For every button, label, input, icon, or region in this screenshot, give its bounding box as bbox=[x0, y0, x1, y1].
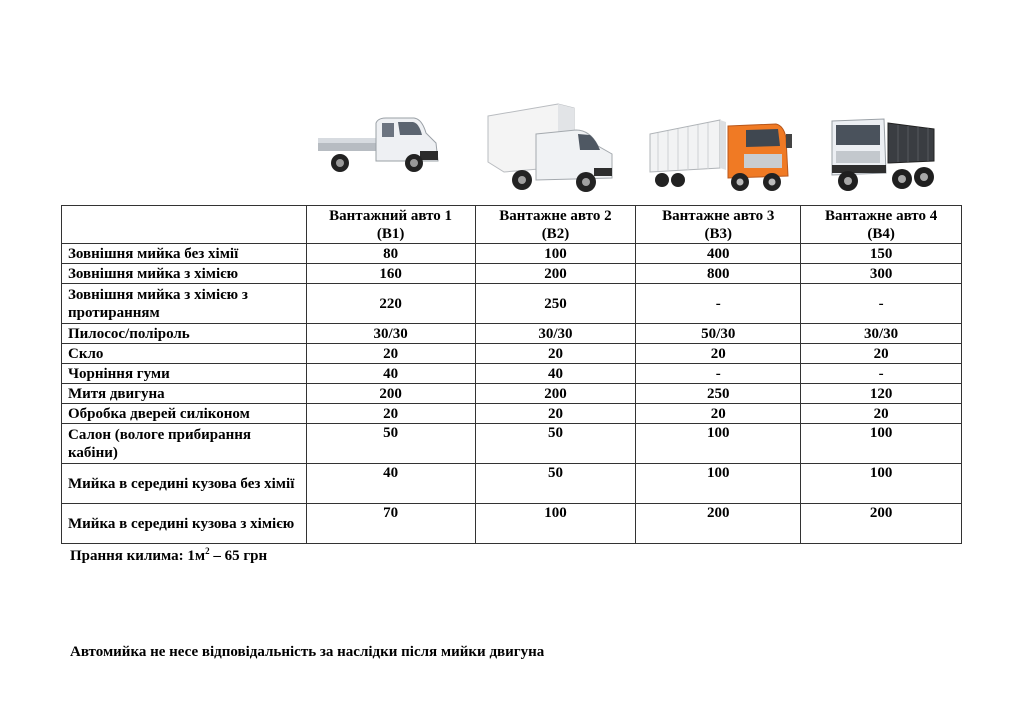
service-name: Зовнішня мийка з хімією з протиранням bbox=[61, 283, 307, 324]
box-van-truck-icon bbox=[486, 102, 614, 194]
price-b2: 200 bbox=[474, 383, 637, 404]
flatbed-truck-icon bbox=[316, 113, 440, 179]
carpet-note-suffix: – 65 грн bbox=[209, 548, 268, 564]
header-b3-name: Вантажне авто 3 bbox=[662, 207, 775, 224]
price-b2: 20 bbox=[474, 403, 637, 424]
service-name: Зовнішня мийка без хімії bbox=[61, 243, 307, 264]
table-header-row: Вантажний авто 1 (В1) Вантажне авто 2 (В2)… bbox=[61, 205, 962, 244]
price-b1: 80 bbox=[305, 243, 476, 264]
price-b3: 250 bbox=[635, 383, 802, 404]
service-name: Чорніння гуми bbox=[61, 363, 307, 384]
header-b3: Вантажне авто 3 (В3) bbox=[635, 205, 802, 244]
price-b3: 20 bbox=[635, 343, 802, 364]
header-empty-cell bbox=[61, 205, 307, 244]
table-row: Чорніння гуми 40 40 - - bbox=[61, 363, 962, 384]
price-b1: 30/30 bbox=[305, 323, 476, 344]
price-b1: 200 bbox=[305, 383, 476, 404]
header-b2-name: Вантажне авто 2 bbox=[499, 207, 612, 224]
price-b3: - bbox=[635, 363, 802, 384]
table-row: Салон (вологе прибирання кабіни) 50 50 1… bbox=[61, 423, 962, 464]
price-b3: 800 bbox=[635, 263, 802, 284]
price-b4: - bbox=[800, 283, 962, 324]
price-b1: 20 bbox=[305, 403, 476, 424]
header-b4: Вантажне авто 4 (В4) bbox=[800, 205, 962, 244]
price-b1: 20 bbox=[305, 343, 476, 364]
price-b1: 40 bbox=[305, 463, 476, 504]
price-b3: 400 bbox=[635, 243, 802, 264]
table-row: Мийка в середині кузова без хімії 40 50 … bbox=[61, 463, 962, 504]
table-row: Зовнішня мийка з хімією 160 200 800 300 bbox=[61, 263, 962, 284]
service-name: Мийка в середині кузова без хімії bbox=[61, 463, 307, 504]
price-b4: 150 bbox=[800, 243, 962, 264]
header-b1: Вантажний авто 1 (В1) bbox=[305, 205, 476, 244]
service-name: Скло bbox=[61, 343, 307, 364]
disclaimer-text: Автомийка не несе відповідальність за на… bbox=[70, 644, 545, 660]
price-b3: 50/30 bbox=[635, 323, 802, 344]
semi-truck-icon bbox=[648, 116, 798, 194]
table-row: Мийка в середині кузова з хімією 70 100 … bbox=[61, 503, 962, 544]
price-b3: 20 bbox=[635, 403, 802, 424]
price-b1: 40 bbox=[305, 363, 476, 384]
table-row: Пилосос/поліроль 30/30 30/30 50/30 30/30 bbox=[61, 323, 962, 344]
price-b2: 20 bbox=[474, 343, 637, 364]
header-b2: Вантажне авто 2 (В2) bbox=[474, 205, 637, 244]
service-name: Зовнішня мийка з хімією bbox=[61, 263, 307, 284]
price-b2: 30/30 bbox=[474, 323, 637, 344]
service-name: Обробка дверей силіконом bbox=[61, 403, 307, 424]
price-b4: 100 bbox=[800, 423, 962, 464]
price-b4: - bbox=[800, 363, 962, 384]
price-b2: 40 bbox=[474, 363, 637, 384]
price-table: Вантажний авто 1 (В1) Вантажне авто 2 (В2)… bbox=[61, 205, 962, 544]
header-b3-code: (В3) bbox=[704, 225, 733, 242]
price-b2: 50 bbox=[474, 463, 637, 504]
price-b4: 120 bbox=[800, 383, 962, 404]
price-b4: 200 bbox=[800, 503, 962, 544]
price-b3: - bbox=[635, 283, 802, 324]
header-b1-code: (В1) bbox=[376, 225, 405, 242]
carpet-note-prefix: Прання килима: 1м bbox=[70, 548, 206, 564]
price-b2: 100 bbox=[474, 503, 637, 544]
service-name: Салон (вологе прибирання кабіни) bbox=[61, 423, 307, 464]
header-b2-code: (В2) bbox=[541, 225, 570, 242]
price-b3: 100 bbox=[635, 423, 802, 464]
price-b3: 100 bbox=[635, 463, 802, 504]
service-name: Митя двигуна bbox=[61, 383, 307, 404]
price-b1: 160 bbox=[305, 263, 476, 284]
table-row: Зовнішня мийка без хімії 80 100 400 150 bbox=[61, 243, 962, 264]
table-row: Митя двигуна 200 200 250 120 bbox=[61, 383, 962, 404]
header-b4-name: Вантажне авто 4 bbox=[824, 207, 938, 224]
table-row: Скло 20 20 20 20 bbox=[61, 343, 962, 364]
price-b4: 20 bbox=[800, 403, 962, 424]
price-b1: 220 bbox=[305, 283, 476, 324]
header-b1-name: Вантажний авто 1 bbox=[329, 207, 453, 224]
header-b4-code: (В4) bbox=[867, 225, 895, 242]
table-row: Обробка дверей силіконом 20 20 20 20 bbox=[61, 403, 962, 424]
carpet-note-sup: 2 bbox=[205, 546, 210, 556]
price-b1: 50 bbox=[305, 423, 476, 464]
price-b4: 20 bbox=[800, 343, 962, 364]
price-b2: 200 bbox=[474, 263, 637, 284]
dump-truck-icon bbox=[828, 113, 940, 195]
price-b2: 50 bbox=[474, 423, 637, 464]
carpet-price-note: Прання килима: 1м2 – 65 грн bbox=[70, 546, 267, 565]
table-row: Зовнішня мийка з хімією з протиранням 22… bbox=[61, 283, 962, 324]
price-b1: 70 bbox=[305, 503, 476, 544]
price-b2: 100 bbox=[474, 243, 637, 264]
price-b3: 200 bbox=[635, 503, 802, 544]
price-b4: 300 bbox=[800, 263, 962, 284]
price-b4: 30/30 bbox=[800, 323, 962, 344]
price-b2: 250 bbox=[474, 283, 637, 324]
service-name: Пилосос/поліроль bbox=[61, 323, 307, 344]
service-name: Мийка в середині кузова з хімією bbox=[61, 503, 307, 544]
price-b4: 100 bbox=[800, 463, 962, 504]
